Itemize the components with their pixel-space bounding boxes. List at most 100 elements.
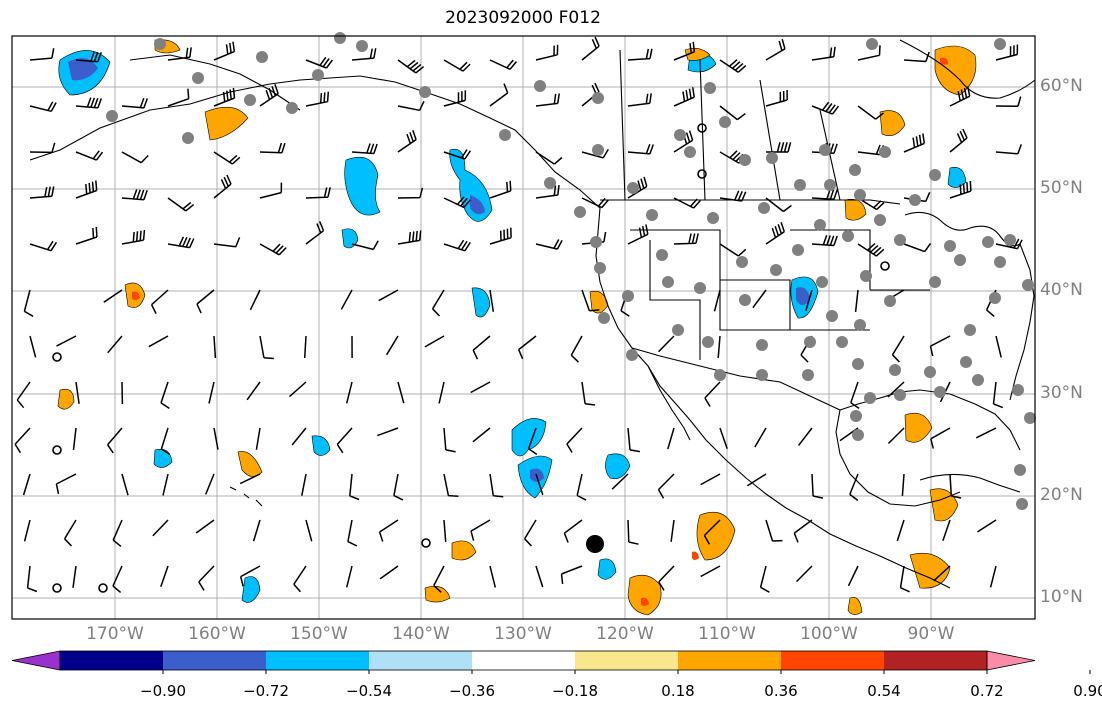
wind-barb bbox=[765, 222, 786, 245]
station-dot bbox=[286, 102, 298, 114]
wind-barb bbox=[379, 565, 399, 580]
wind-barb bbox=[995, 44, 1019, 61]
colorbar-tick-label: 0.90 bbox=[1073, 682, 1102, 700]
wind-barb bbox=[576, 473, 587, 501]
map-title: 2023092000 F012 bbox=[445, 8, 601, 28]
latitude-label: 20°N bbox=[1040, 485, 1083, 505]
wind-barb bbox=[121, 189, 148, 201]
station-dot bbox=[929, 169, 941, 181]
wind-barb bbox=[29, 186, 55, 199]
orange-contour bbox=[627, 574, 662, 616]
wind-barb bbox=[259, 335, 274, 360]
wind-barb bbox=[305, 519, 313, 542]
colorbar-segment bbox=[678, 651, 781, 670]
longitude-label: 90°W bbox=[907, 624, 955, 644]
wind-barb bbox=[657, 473, 675, 499]
hawaii-islands bbox=[229, 486, 263, 507]
station-dot bbox=[758, 202, 770, 214]
station-dot bbox=[656, 249, 668, 261]
station-markers bbox=[106, 32, 1036, 510]
wind-barb bbox=[899, 565, 910, 593]
wind-barb bbox=[850, 381, 860, 410]
wind-barb bbox=[563, 519, 583, 543]
wind-barb bbox=[205, 473, 215, 495]
wind-barb bbox=[107, 335, 123, 354]
map-plot-area bbox=[11, 32, 1036, 620]
station-dot bbox=[894, 234, 906, 246]
wind-barb bbox=[443, 59, 471, 72]
station-dot bbox=[964, 324, 976, 336]
wind-barb bbox=[930, 427, 951, 449]
colorbar-segment bbox=[472, 651, 575, 670]
station-dot bbox=[704, 82, 716, 94]
wind-barb bbox=[992, 381, 1004, 409]
wind-barb bbox=[523, 519, 537, 547]
station-dot bbox=[954, 254, 966, 266]
wind-barb bbox=[29, 48, 55, 61]
orange-contour bbox=[879, 110, 906, 136]
colorbar-segment bbox=[163, 651, 266, 670]
station-dot bbox=[684, 146, 696, 158]
station-dot bbox=[534, 80, 546, 92]
wind-barb bbox=[305, 56, 334, 69]
orange-contour bbox=[904, 412, 933, 443]
wind-barb bbox=[489, 83, 509, 107]
wind-barb bbox=[443, 239, 471, 252]
canada-us-border bbox=[600, 199, 901, 205]
wind-barb bbox=[903, 242, 932, 253]
station-dot bbox=[1012, 384, 1024, 396]
wind-barb bbox=[121, 473, 129, 496]
wind-barb bbox=[378, 289, 399, 302]
wind-barb bbox=[811, 473, 824, 499]
wind-barb bbox=[765, 197, 792, 213]
station-dot bbox=[334, 32, 346, 44]
wind-barb bbox=[673, 233, 699, 245]
wind-barb bbox=[891, 335, 905, 363]
station-dot bbox=[766, 152, 778, 164]
wind-barb bbox=[703, 519, 721, 545]
station-dot bbox=[836, 336, 848, 348]
province-lines bbox=[619, 49, 841, 201]
station-dot bbox=[994, 38, 1006, 50]
wind-barb bbox=[349, 473, 360, 501]
wind-barb bbox=[259, 182, 283, 199]
wind-barb bbox=[351, 240, 379, 251]
station-dot bbox=[934, 386, 946, 398]
station-dot bbox=[590, 236, 602, 248]
station-dot bbox=[884, 295, 896, 307]
wind-barb bbox=[949, 473, 962, 499]
red-core bbox=[940, 57, 948, 65]
blue-contour bbox=[605, 453, 631, 480]
wind-barb bbox=[259, 142, 286, 154]
wind-barb bbox=[581, 197, 609, 209]
station-dot bbox=[960, 356, 972, 368]
colorbar-tick-label: −0.36 bbox=[449, 682, 495, 700]
station-dot bbox=[804, 336, 816, 348]
wind-barb bbox=[239, 565, 261, 587]
blue-contour bbox=[471, 287, 491, 318]
wind-barb bbox=[759, 565, 770, 593]
wind-barb bbox=[443, 149, 472, 160]
wind-barb bbox=[700, 565, 721, 578]
station-dot bbox=[909, 194, 921, 206]
wind-barb bbox=[535, 565, 544, 588]
wind-barb bbox=[29, 101, 57, 113]
wind-barb bbox=[393, 473, 404, 501]
wind-barb bbox=[433, 565, 445, 593]
wind-barb bbox=[121, 97, 149, 109]
orange-contour bbox=[237, 451, 263, 477]
us-mexico-border bbox=[631, 347, 841, 411]
longitude-label: 140°W bbox=[392, 624, 450, 644]
colorbar bbox=[11, 650, 1091, 674]
wind-barb bbox=[754, 427, 767, 448]
wind-barb bbox=[75, 381, 80, 404]
wind-barb bbox=[213, 237, 241, 248]
wind-barb bbox=[470, 381, 491, 394]
blue-contour bbox=[947, 167, 967, 188]
station-dot bbox=[714, 369, 726, 381]
longitude-label: 110°W bbox=[698, 624, 756, 644]
orange-contour bbox=[909, 552, 951, 589]
wind-barb bbox=[975, 427, 997, 439]
wind-barb bbox=[887, 381, 905, 398]
wind-barb bbox=[385, 335, 399, 356]
